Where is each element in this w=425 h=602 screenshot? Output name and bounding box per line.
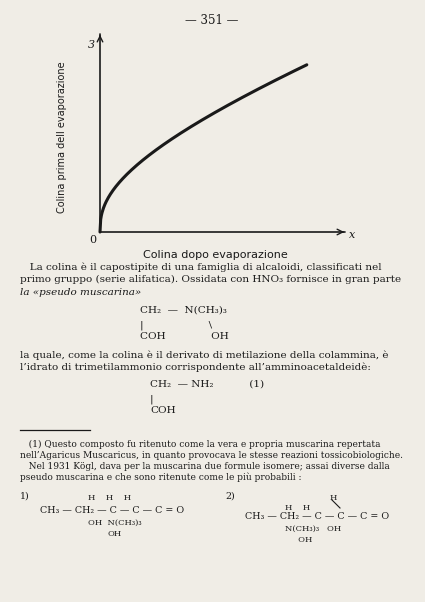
Text: La colina è il capostipite di una famiglia di alcaloidi, classificati nel: La colina è il capostipite di una famigl… [20,262,382,272]
Text: (1) Questo composto fu ritenuto come la vera e propria muscarina repertata: (1) Questo composto fu ritenuto come la … [20,440,380,449]
Text: l’idrato di trimetilammonio corrispondente all’amminoacetaldeidè:: l’idrato di trimetilammonio corrisponden… [20,363,371,373]
Text: |: | [150,394,153,403]
Text: — 351 —: — 351 — [185,14,239,27]
Text: la quale, come la colina è il derivato di metilazione della colammina, è: la quale, come la colina è il derivato d… [20,350,388,359]
Text: nell’Agaricus Muscaricus, in quanto provocava le stesse reazioni tossicobiologic: nell’Agaricus Muscaricus, in quanto prov… [20,451,403,460]
Text: N(CH₃)₃   OH: N(CH₃)₃ OH [285,525,341,533]
Text: Nel 1931 Kögl, dava per la muscarina due formule isomere; assai diverse dalla: Nel 1931 Kögl, dava per la muscarina due… [20,462,390,471]
Text: 3: 3 [88,40,95,50]
Text: |                    \: | \ [140,320,212,329]
Text: CH₃ — CH₂ — C — C — C = O: CH₃ — CH₂ — C — C — C = O [40,506,184,515]
Text: CH₂  — NH₂           (1): CH₂ — NH₂ (1) [150,380,264,389]
Text: Colina dopo evaporazione: Colina dopo evaporazione [143,250,287,260]
Text: H    H: H H [285,504,310,512]
Text: primo gruppo (serie alifatica). Ossidata con HNO₃ fornisce in gran parte: primo gruppo (serie alifatica). Ossidata… [20,275,401,284]
Text: 1): 1) [20,492,30,501]
Text: COH              OH: COH OH [140,332,229,341]
Text: x: x [349,230,355,240]
Text: OH: OH [285,536,312,544]
Text: COH: COH [150,406,176,415]
Text: Colina prima dell evaporazione: Colina prima dell evaporazione [57,61,67,213]
Text: 2): 2) [225,492,235,501]
Text: pseudo muscarina e che sono ritenute come le più probabili :: pseudo muscarina e che sono ritenute com… [20,473,301,482]
Text: la «pseudo muscarina»: la «pseudo muscarina» [20,288,141,297]
Text: OH  N(CH₃)₃: OH N(CH₃)₃ [88,519,142,527]
Text: H    H    H: H H H [88,494,131,502]
Text: OH: OH [108,530,122,538]
Text: CH₃ — CH₂ — C — C — C = O: CH₃ — CH₂ — C — C — C = O [245,512,389,521]
Text: H: H [330,494,337,502]
Text: CH₂  —  N(CH₃)₃: CH₂ — N(CH₃)₃ [140,306,227,315]
Text: 0: 0 [89,235,96,245]
